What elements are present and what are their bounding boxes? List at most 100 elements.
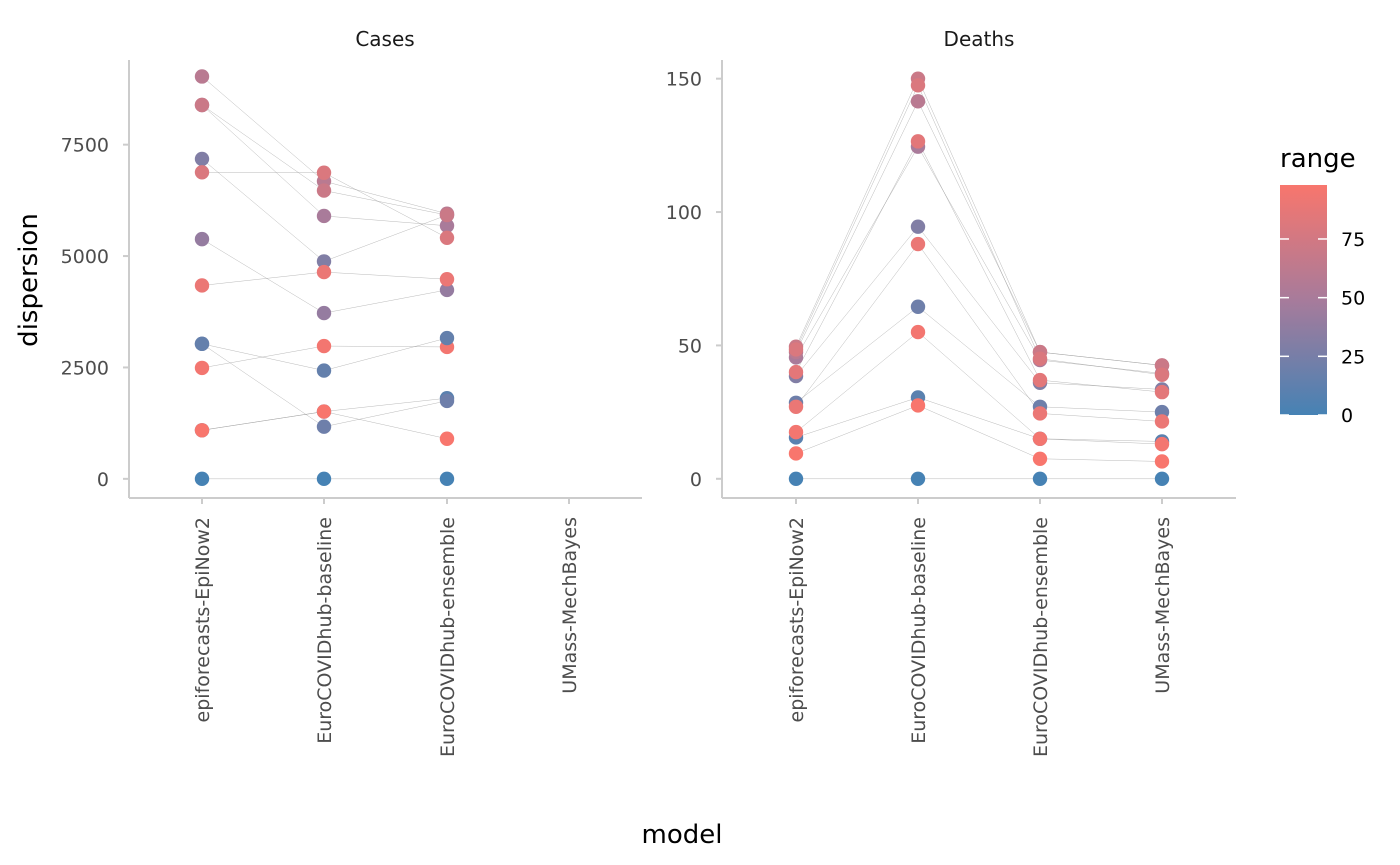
data-point	[1032, 351, 1048, 366]
data-point	[1032, 451, 1048, 466]
y-tick-label: 0	[690, 469, 702, 491]
panel-deaths: Deaths 0 50 100 150 epiforecasts-EpiNow2 Eur…	[666, 27, 1236, 757]
data-point	[316, 404, 332, 419]
connector-line	[795, 306, 1163, 413]
data-point	[439, 393, 455, 409]
data-point	[910, 78, 926, 93]
data-point	[439, 218, 455, 233]
data-point	[316, 338, 332, 354]
y-tick-label: 7500	[61, 135, 109, 157]
legend-ticks: 0 25 50 75	[1280, 229, 1365, 427]
connector-line	[795, 405, 1163, 462]
points-cases	[194, 69, 455, 487]
connector-line	[795, 100, 1163, 366]
x-tick-label: epiforecasts-EpiNow2	[192, 517, 214, 722]
y-axis-title: dispersion	[14, 213, 44, 347]
data-point	[316, 363, 332, 378]
x-ticks-cases: epiforecasts-EpiNow2 EuroCOVIDhub-baselin…	[192, 498, 581, 757]
panel-title-cases: Cases	[355, 27, 414, 51]
data-point	[194, 231, 210, 247]
x-ticks-deaths: epiforecasts-EpiNow2 EuroCOVIDhub-baselin…	[786, 498, 1174, 757]
x-tick-label: epiforecasts-EpiNow2	[786, 517, 808, 722]
legend-tick-label: 75	[1341, 229, 1365, 251]
y-tick-label: 50	[678, 335, 702, 357]
data-point	[194, 151, 210, 167]
x-tick-label: EuroCOVIDhub-ensemble	[437, 517, 459, 757]
data-point	[316, 471, 332, 487]
connector-line	[795, 146, 1163, 374]
legend-tick-label: 50	[1341, 288, 1365, 310]
data-point	[910, 134, 926, 149]
data-point	[316, 165, 332, 180]
data-point	[788, 471, 804, 486]
data-point	[910, 236, 926, 252]
y-tick-label: 150	[666, 69, 702, 91]
data-point	[316, 419, 332, 434]
data-point	[194, 360, 210, 376]
data-point	[1032, 431, 1048, 446]
data-point	[1154, 414, 1170, 429]
data-point	[439, 230, 455, 245]
connector-line	[795, 243, 1163, 422]
data-point	[1154, 471, 1170, 486]
data-point	[439, 471, 455, 487]
y-tick-label: 2500	[61, 357, 109, 379]
x-tick-label: UMass-MechBayes	[559, 517, 581, 694]
x-tick-label: UMass-MechBayes	[1152, 517, 1174, 694]
data-point	[1154, 384, 1170, 400]
data-point	[439, 431, 455, 446]
connector-line	[795, 78, 1163, 366]
data-point	[910, 94, 926, 109]
data-point	[1154, 436, 1170, 452]
legend-colorbar	[1280, 185, 1327, 415]
data-point	[316, 305, 332, 321]
data-point	[194, 97, 210, 113]
connector-line	[201, 104, 448, 216]
data-point	[316, 183, 332, 198]
connector-line	[795, 226, 1163, 390]
y-ticks-deaths: 0 50 100 150	[666, 69, 722, 491]
data-point	[910, 219, 926, 234]
legend-tick-label: 25	[1341, 346, 1365, 368]
x-axis-title: model	[642, 820, 723, 850]
data-point	[194, 278, 210, 293]
data-point	[788, 399, 804, 414]
data-point	[194, 471, 210, 487]
legend-tick-label: 0	[1341, 405, 1353, 427]
data-point	[316, 254, 332, 269]
data-point	[194, 165, 210, 180]
y-tick-label: 0	[97, 469, 109, 491]
data-point	[1154, 367, 1170, 382]
data-point	[1032, 372, 1048, 388]
panel-cases: Cases 0 2500 5000 7500 epiforecasts-EpiNow2…	[61, 27, 642, 757]
panel-title-deaths: Deaths	[944, 27, 1015, 51]
y-tick-label: 5000	[61, 246, 109, 268]
x-tick-label: EuroCOVIDhub-baseline	[314, 517, 336, 744]
data-point	[194, 69, 210, 84]
points-deaths	[788, 71, 1170, 486]
data-point	[910, 299, 926, 314]
data-point	[316, 264, 332, 280]
data-point	[316, 208, 332, 224]
data-point	[439, 207, 455, 223]
data-point	[194, 336, 210, 352]
data-point	[439, 330, 455, 346]
data-point	[788, 364, 804, 380]
connector-line	[795, 84, 1163, 376]
connector-lines-deaths	[795, 78, 1163, 480]
legend: range 0 25 50 75	[1280, 144, 1365, 427]
data-point	[1032, 406, 1048, 421]
data-point	[788, 446, 804, 461]
data-point	[439, 272, 455, 287]
data-point	[439, 282, 455, 298]
y-tick-label: 100	[666, 202, 702, 224]
connector-line	[795, 397, 1163, 442]
connector-line	[795, 331, 1163, 445]
data-point	[1032, 471, 1048, 486]
data-point	[788, 342, 804, 357]
y-ticks-cases: 0 2500 5000 7500	[61, 135, 129, 491]
legend-title: range	[1280, 144, 1356, 174]
x-tick-label: EuroCOVIDhub-baseline	[908, 517, 930, 744]
data-point	[194, 423, 210, 438]
